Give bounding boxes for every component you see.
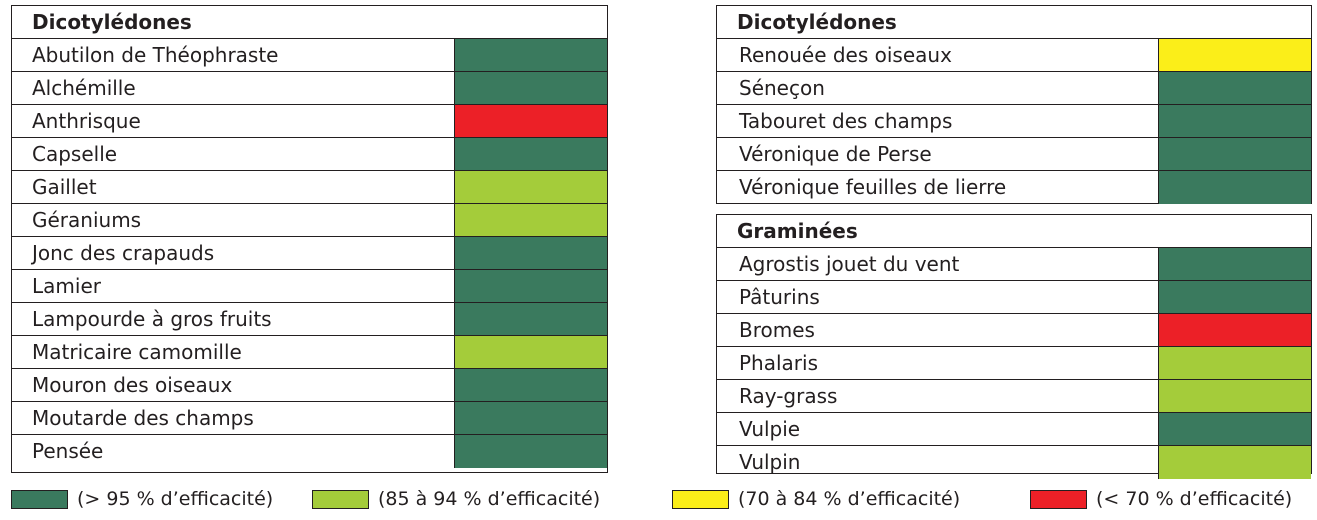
efficacy-swatch [1159, 72, 1311, 104]
efficacy-swatch [1159, 347, 1311, 379]
table-row: Vulpie [717, 413, 1311, 446]
weed-name: Véronique de Perse [717, 138, 1159, 170]
efficacy-swatch [455, 138, 607, 170]
table-row: Capselle [12, 138, 607, 171]
table-row: Matricaire camomille [12, 336, 607, 369]
table-row: Abutilon de Théophraste [12, 39, 607, 72]
table-row: Alchémille [12, 72, 607, 105]
table-row: Pâturins [717, 281, 1311, 314]
table-row: Véronique feuilles de lierre [717, 171, 1311, 204]
weed-name: Lampourde à gros fruits [12, 303, 455, 335]
weed-name: Capselle [12, 138, 455, 170]
weed-name: Jonc des crapauds [12, 237, 455, 269]
efficacy-swatch [1159, 413, 1311, 445]
efficacy-swatch [1159, 171, 1311, 204]
graminees-table: Graminées Agrostis jouet du vent Pâturins B… [716, 214, 1312, 479]
weed-name: Gaillet [12, 171, 455, 203]
efficacy-swatch [1159, 248, 1311, 280]
table-header: Dicotylédones [12, 6, 607, 39]
weed-name: Phalaris [717, 347, 1159, 379]
table-row: Véronique de Perse [717, 138, 1311, 171]
table-header: Dicotylédones [717, 6, 1311, 39]
weed-name: Ray-grass [717, 380, 1159, 412]
table-header: Graminées [717, 215, 1311, 248]
legend-swatch [11, 489, 68, 509]
efficacy-legend: (> 95 % d’efficacité) (85 à 94 % d’effic… [0, 484, 1317, 514]
efficacy-swatch [1159, 39, 1311, 71]
weed-name: Alchémille [12, 72, 455, 104]
weed-name: Anthrisque [12, 105, 455, 137]
efficacy-swatch [455, 303, 607, 335]
weed-name: Agrostis jouet du vent [717, 248, 1159, 280]
legend-label: (< 70 % d’efficacité) [1096, 488, 1293, 510]
table-row: Mouron des oiseaux [12, 369, 607, 402]
efficacy-swatch [455, 237, 607, 269]
weed-name: Véronique feuilles de lierre [717, 171, 1159, 204]
weed-name: Moutarde des champs [12, 402, 455, 434]
table-row: Pensée [12, 435, 607, 468]
table-row: Géraniums [12, 204, 607, 237]
efficacy-swatch [455, 171, 607, 203]
efficacy-swatch [1159, 446, 1311, 479]
table-row: Lampourde à gros fruits [12, 303, 607, 336]
legend-item: (> 95 % d’efficacité) [11, 488, 273, 510]
table-row: Ray-grass [717, 380, 1311, 413]
table-row: Moutarde des champs [12, 402, 607, 435]
legend-item: (70 à 84 % d’efficacité) [672, 488, 960, 510]
efficacy-swatch [455, 336, 607, 368]
weed-name: Vulpin [717, 446, 1159, 479]
weed-name: Tabouret des champs [717, 105, 1159, 137]
table-row: Anthrisque [12, 105, 607, 138]
legend-swatch [312, 489, 369, 509]
legend-item: (< 70 % d’efficacité) [1030, 488, 1292, 510]
table-row: Renouée des oiseaux [717, 39, 1311, 72]
weed-name: Bromes [717, 314, 1159, 346]
table-row: Gaillet [12, 171, 607, 204]
weed-name: Vulpie [717, 413, 1159, 445]
efficacy-swatch [455, 369, 607, 401]
dicotyledones-table-left: Dicotylédones Abutilon de Théophraste Alch… [11, 5, 608, 473]
efficacy-swatch [455, 435, 607, 468]
weed-name: Pâturins [717, 281, 1159, 313]
legend-item: (85 à 94 % d’efficacité) [312, 488, 600, 510]
weed-name: Lamier [12, 270, 455, 302]
weed-name: Séneçon [717, 72, 1159, 104]
efficacy-swatch [455, 204, 607, 236]
legend-label: (70 à 84 % d’efficacité) [738, 488, 961, 510]
table-row: Tabouret des champs [717, 105, 1311, 138]
legend-swatch [672, 489, 729, 509]
legend-label: (> 95 % d’efficacité) [77, 488, 274, 510]
table-row: Jonc des crapauds [12, 237, 607, 270]
table-row: Vulpin [717, 446, 1311, 479]
legend-label: (85 à 94 % d’efficacité) [378, 488, 601, 510]
weed-name: Matricaire camomille [12, 336, 455, 368]
weed-name: Abutilon de Théophraste [12, 39, 455, 71]
efficacy-swatch [455, 39, 607, 71]
efficacy-swatch [455, 270, 607, 302]
efficacy-swatch [1159, 314, 1311, 346]
efficacy-swatch [1159, 105, 1311, 137]
table-row: Phalaris [717, 347, 1311, 380]
weed-name: Mouron des oiseaux [12, 369, 455, 401]
efficacy-swatch [455, 105, 607, 137]
weed-name: Géraniums [12, 204, 455, 236]
table-row: Séneçon [717, 72, 1311, 105]
efficacy-swatch [1159, 380, 1311, 412]
efficacy-swatch [1159, 138, 1311, 170]
weed-name: Pensée [12, 435, 455, 468]
legend-swatch [1030, 489, 1087, 509]
dicotyledones-table-right: Dicotylédones Renouée des oiseaux Séneçon T… [716, 5, 1312, 204]
table-row: Lamier [12, 270, 607, 303]
table-row: Bromes [717, 314, 1311, 347]
table-row: Agrostis jouet du vent [717, 248, 1311, 281]
weed-name: Renouée des oiseaux [717, 39, 1159, 71]
efficacy-swatch [455, 402, 607, 434]
efficacy-swatch [455, 72, 607, 104]
efficacy-swatch [1159, 281, 1311, 313]
